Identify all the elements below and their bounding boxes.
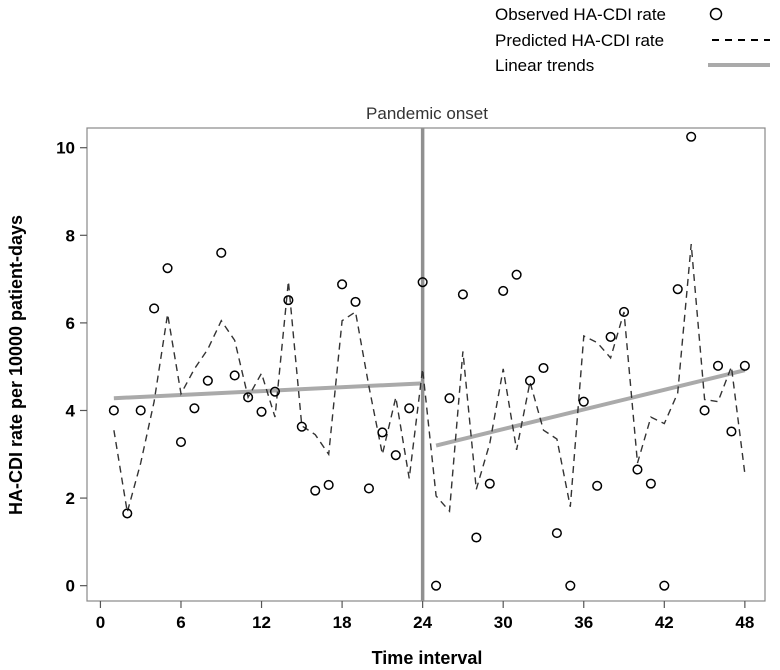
predicted-series [113,244,746,513]
observed-point [229,370,240,381]
observed-point [256,406,267,417]
x-tick-label: 18 [333,613,352,632]
observed-point [524,375,536,386]
observed-point [390,450,401,461]
observed-point [122,508,133,519]
observed-point [283,295,294,306]
observed-point [243,392,254,403]
observed-point [471,532,482,543]
observed-point [162,263,173,274]
y-tick-label: 2 [66,489,75,508]
observed-point [135,405,146,416]
observed-point [551,528,562,539]
legend-label-observed: Observed HA-CDI rate [495,5,666,24]
observed-point [323,479,334,490]
y-tick-label: 10 [56,139,75,158]
linear-trend-segment [435,368,746,448]
observed-point [417,277,428,288]
observed-point [578,396,589,407]
observed-point [337,279,348,290]
observed-point [175,436,187,448]
x-axis-title: Time interval [372,648,483,668]
observed-point [108,405,119,416]
observed-point [310,485,321,496]
legend-label-linear: Linear trends [495,56,594,75]
predicted-line [113,244,746,513]
observed-point [363,483,374,494]
observed-point [712,360,724,371]
x-tick-label: 24 [413,613,432,632]
x-axis: 0 6 12 18 24 30 36 42 48 [96,601,754,632]
x-tick-label: 0 [96,613,105,632]
observed-point [269,386,281,397]
observed-point [350,296,361,307]
observed-point [202,375,213,386]
observed-point [659,580,670,591]
y-axis-title: HA-CDI rate per 10000 patient-days [6,215,26,515]
observed-point [377,427,388,438]
observed-point [726,426,737,437]
linear-trend-segment [113,381,423,401]
observed-point [457,289,468,300]
observed-point [605,331,616,342]
observed-point [565,580,576,591]
observed-point [431,580,442,591]
observed-point [645,478,656,489]
observed-point [296,421,307,432]
observed-point [404,403,415,414]
observed-point [149,303,160,314]
observed-series [108,131,750,591]
observed-point [686,131,697,142]
linear-trend-lines [113,368,746,448]
observed-point [189,403,200,414]
observed-point [699,405,710,416]
observed-point [444,393,455,404]
x-tick-label: 6 [176,613,185,632]
x-tick-label: 12 [252,613,271,632]
plot-area-frame [86,127,766,602]
y-tick-label: 0 [66,577,75,596]
observed-point [498,285,509,296]
y-tick-label: 8 [66,226,75,245]
x-tick-label: 36 [574,613,593,632]
observed-point [592,480,603,491]
observed-point [632,464,643,475]
legend: Observed HA-CDI rate Predicted HA-CDI ra… [495,5,770,75]
legend-marker-observed [709,7,723,21]
observed-point [511,269,522,280]
y-tick-label: 6 [66,314,75,333]
observed-point [484,478,495,489]
observed-point [618,306,630,317]
legend-label-predicted: Predicted HA-CDI rate [495,31,664,50]
x-tick-label: 30 [494,613,513,632]
observed-point [739,360,750,371]
pandemic-onset-label: Pandemic onset [366,104,488,123]
observed-point [672,284,683,295]
observed-point [216,247,227,258]
y-tick-label: 4 [66,401,76,420]
observed-point [538,362,549,374]
x-tick-label: 42 [655,613,674,632]
x-tick-label: 48 [735,613,754,632]
y-axis: 0 2 4 6 8 10 [56,139,87,596]
